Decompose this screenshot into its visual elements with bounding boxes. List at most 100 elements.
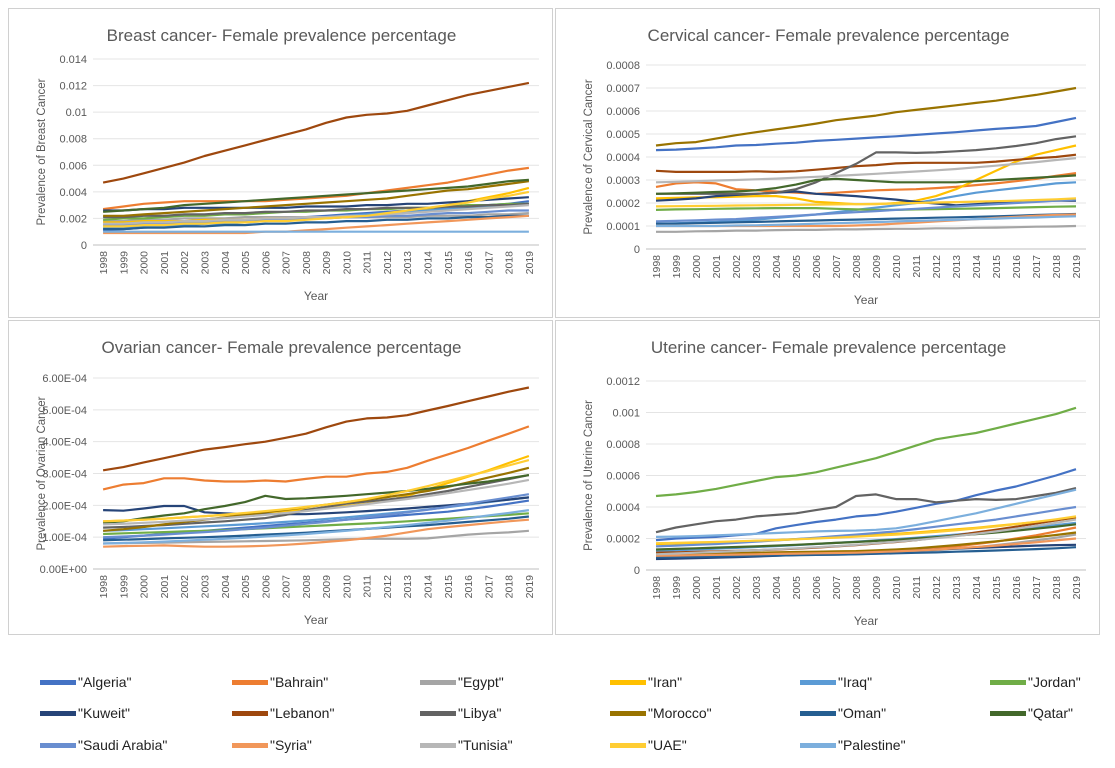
legend-item-jordan: "Jordan"	[990, 674, 1081, 690]
breast-y-tick-label: 0	[81, 240, 87, 252]
cervical-x-tick-label: 2019	[1071, 255, 1083, 279]
ovarian-x-tick-label: 2000	[139, 575, 151, 599]
cervical-y-tick-label: 0	[634, 244, 640, 256]
cervical-y-tick-label: 0.0003	[606, 175, 640, 187]
cervical-x-tick-label: 2012	[931, 255, 943, 279]
legend-item-iran: "Iran"	[610, 674, 682, 690]
cervical-series-line-egypt	[656, 224, 1077, 233]
breast-x-tick-label: 2007	[281, 251, 293, 275]
uterine-y-tick-label: 0.001	[612, 408, 640, 420]
cervical-cancer-chart: Cervical cancer- Female prevalence perce…	[583, 26, 1086, 307]
ovarian-x-tick-label: 2002	[179, 575, 191, 599]
ovarian-y-tick-label: 0.00E+00	[40, 564, 87, 576]
legend-label: "Egypt"	[458, 674, 504, 690]
uterine-series-line-qatar	[655, 523, 1077, 551]
legend-swatch	[420, 679, 456, 685]
ovarian-x-tick-label: 2009	[321, 575, 333, 599]
cervical-x-axis-label: Year	[854, 293, 878, 307]
breast-series-line-lebanon	[102, 81, 530, 184]
cervical-series-line-saudi-arabia	[655, 198, 1077, 223]
uterine-x-tick-label: 1998	[651, 576, 663, 600]
legend-swatch	[40, 710, 76, 716]
uterine-x-axis-label: Year	[854, 614, 878, 628]
ovarian-x-tick-label: 2016	[463, 575, 475, 599]
breast-x-tick-label: 2013	[402, 251, 414, 275]
legend-label: "Palestine"	[838, 737, 906, 753]
legend-swatch	[610, 679, 646, 685]
cervical-series-line-qatar	[655, 174, 1077, 195]
uterine-series-line-saudi-arabia	[655, 505, 1077, 548]
breast-x-tick-label: 2017	[483, 251, 495, 275]
legend-swatch	[40, 679, 76, 685]
cervical-y-tick-label: 0.0004	[606, 152, 640, 164]
uterine-y-tick-label: 0.0004	[606, 502, 640, 514]
breast-x-tick-label: 2018	[504, 251, 516, 275]
uterine-series-line-algeria	[655, 468, 1077, 542]
ovarian-y-tick-label: 6.00E-04	[42, 373, 87, 385]
ovarian-x-tick-label: 2018	[504, 575, 516, 599]
uterine-series-line-morocco	[655, 531, 1077, 556]
legend-item-qatar: "Qatar"	[990, 705, 1073, 721]
uterine-y-tick-label: 0.0002	[606, 534, 640, 546]
ovarian-y-tick-label: 2.00E-04	[42, 500, 87, 512]
ovarian-x-tick-label: 2012	[382, 575, 394, 599]
cervical-x-tick-label: 2002	[731, 255, 743, 279]
legend-label: "Lebanon"	[270, 705, 335, 721]
legend-swatch	[232, 742, 268, 748]
breast-cancer-chart: Breast cancer- Female prevalence percent…	[36, 26, 539, 303]
ovarian-x-tick-label: 2013	[402, 575, 414, 599]
breast-series-line-oman	[103, 214, 529, 231]
breast-x-tick-label: 2016	[463, 251, 475, 275]
breast-x-tick-label: 2011	[362, 251, 374, 274]
legend-item-syria: "Syria"	[232, 737, 312, 753]
legend-label: "Libya"	[458, 705, 502, 721]
cervical-x-tick-label: 2001	[711, 255, 723, 279]
ovarian-cancer-chart: Ovarian cancer- Female prevalence percen…	[36, 338, 539, 627]
uterine-x-tick-label: 1999	[671, 576, 683, 600]
legend-label: "Morocco"	[648, 705, 712, 721]
cervical-x-tick-label: 2011	[911, 255, 923, 278]
breast-x-tick-label: 1998	[98, 251, 110, 275]
breast-y-tick-label: 0.002	[59, 213, 87, 225]
uterine-x-tick-label: 2010	[891, 576, 903, 600]
cervical-cancer-chart-panel: Cervical cancer- Female prevalence perce…	[555, 8, 1100, 318]
uterine-series-line-palestine	[655, 488, 1077, 538]
uterine-x-tick-label: 2003	[751, 576, 763, 600]
breast-chart-title: Breast cancer- Female prevalence percent…	[107, 26, 457, 45]
ovarian-series-line-syria	[103, 518, 529, 548]
legend-label: "Iran"	[648, 674, 683, 690]
legend-item-tunisia: "Tunisia"	[420, 737, 513, 753]
uterine-y-tick-label: 0	[634, 565, 640, 577]
cervical-y-tick-label: 0.0002	[606, 198, 640, 210]
uterine-y-tick-label: 0.0008	[606, 439, 640, 451]
breast-series-line-syria	[103, 214, 529, 235]
uterine-x-tick-label: 2011	[911, 576, 923, 599]
legend-item-egypt: "Egypt"	[420, 674, 504, 690]
uterine-series-line-oman	[655, 546, 1077, 559]
ovarian-y-axis-label: Prevalence of Ovarian Cancer	[36, 396, 48, 550]
ovarian-x-axis-label: Year	[304, 613, 328, 627]
breast-y-tick-label: 0.012	[59, 81, 87, 93]
breast-series-line-bahrain	[102, 166, 530, 211]
breast-x-tick-label: 2005	[240, 251, 252, 275]
legend-label: "Iraq"	[838, 674, 873, 690]
breast-series-line-libya	[103, 202, 529, 219]
ovarian-x-tick-label: 1998	[98, 575, 110, 599]
ovarian-series-line-egypt	[103, 529, 529, 545]
breast-y-tick-label: 0.014	[59, 54, 87, 66]
uterine-chart-title: Uterine cancer- Female prevalence percen…	[651, 338, 1006, 357]
cervical-series-line-libya	[656, 135, 1077, 195]
cervical-x-tick-label: 2017	[1031, 255, 1043, 279]
ovarian-x-tick-label: 2006	[260, 575, 272, 599]
ovarian-y-tick-label: 5.00E-04	[42, 405, 87, 417]
uterine-series-line-uae	[655, 515, 1077, 545]
chart-legend: "Algeria" "Bahrain" "Egypt" "Iran" "Iraq" "Jo…	[0, 660, 1115, 768]
cervical-y-tick-label: 0.0006	[606, 106, 640, 118]
ovarian-y-tick-label: 4.00E-04	[42, 437, 87, 449]
uterine-x-tick-label: 2014	[971, 576, 983, 600]
ovarian-x-tick-label: 2015	[443, 575, 455, 599]
breast-series-line-tunisia	[103, 204, 529, 225]
uterine-x-tick-label: 2000	[691, 576, 703, 600]
ovarian-series-line-lebanon	[102, 386, 530, 472]
ovarian-series-line-palestine	[103, 509, 530, 545]
